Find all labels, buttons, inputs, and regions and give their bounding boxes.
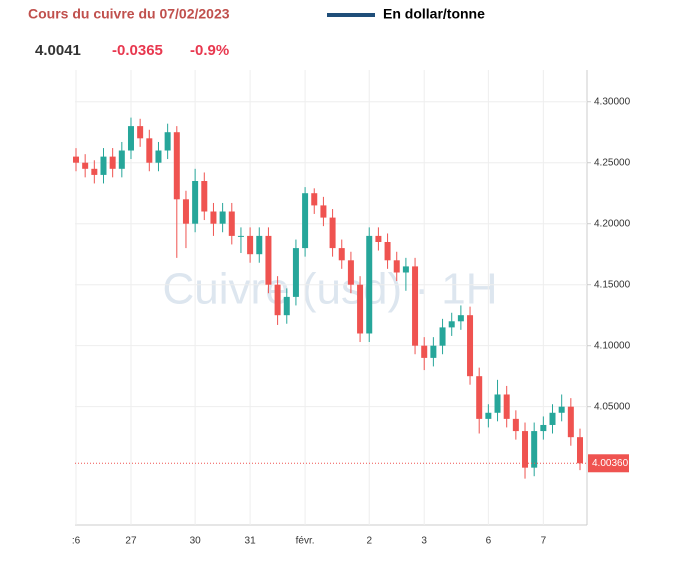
- candle-body: [448, 321, 455, 328]
- change-pct: -0.9%: [190, 42, 229, 59]
- x-tick-label: 6: [486, 536, 492, 547]
- candle-body: [311, 193, 318, 206]
- candle-body: [283, 296, 290, 316]
- x-tick-label: 2: [366, 536, 372, 547]
- x-tick-label: 3: [421, 536, 427, 547]
- candle-body: [457, 315, 464, 322]
- candle-body: [512, 418, 519, 432]
- candle-body: [192, 181, 199, 224]
- candle-body: [137, 126, 144, 139]
- chart-title: Cours du cuivre du 07/02/2023: [28, 6, 230, 22]
- candle-body: [219, 211, 226, 224]
- x-tick-label: 31: [245, 536, 257, 547]
- candle-body: [338, 248, 345, 261]
- candle-body: [274, 284, 281, 316]
- candle-body: [412, 266, 419, 346]
- candle-body: [100, 156, 107, 175]
- candle-body: [146, 138, 153, 163]
- candle-body: [210, 211, 217, 224]
- candle-body: [118, 150, 125, 169]
- candle-body: [531, 431, 538, 468]
- change: -0.0365: [112, 42, 163, 59]
- candle-body: [577, 437, 583, 464]
- candle-body: [366, 235, 373, 334]
- candle-body: [201, 181, 208, 212]
- y-tick-label: 4.30000: [594, 96, 631, 107]
- y-tick-label: 4.25000: [594, 157, 631, 168]
- candle-body: [476, 376, 483, 419]
- candle-body: [320, 205, 327, 218]
- candle-body: [357, 284, 364, 334]
- candle-body: [82, 162, 89, 169]
- candle-body: [522, 431, 529, 468]
- candle-body: [155, 150, 162, 163]
- candle-body: [109, 156, 116, 169]
- candle-body: [347, 260, 354, 285]
- y-tick-label: 4.20000: [594, 218, 631, 229]
- x-tick-label: 7: [541, 536, 547, 547]
- legend-label: En dollar/tonne: [383, 6, 485, 22]
- x-tick-label: 27: [125, 536, 137, 547]
- y-tick-label: 4.05000: [594, 401, 631, 412]
- x-tick-label: :6: [72, 536, 81, 547]
- current-price-label: 4.00360: [592, 458, 629, 469]
- current-price-badge: [588, 454, 629, 473]
- candle-body: [91, 168, 98, 175]
- candle-body: [439, 327, 446, 346]
- y-tick-label: 4.15000: [594, 279, 631, 290]
- candle-body: [247, 235, 254, 255]
- candle-body: [567, 406, 574, 438]
- candle-body: [329, 217, 336, 249]
- candle-body: [173, 132, 180, 200]
- candle-body: [549, 412, 556, 425]
- candle-body: [494, 394, 501, 413]
- candle-body: [127, 126, 134, 151]
- candle-body: [256, 235, 263, 255]
- candle-body: [384, 241, 391, 261]
- candle-body: [375, 235, 382, 242]
- candle-body: [402, 266, 409, 273]
- x-tick-label: 30: [190, 536, 202, 547]
- candle-body: [182, 199, 189, 224]
- x-tick-label: févr.: [296, 536, 315, 547]
- candle-body: [237, 235, 244, 237]
- candle-body: [558, 406, 565, 413]
- candle-body: [73, 156, 79, 163]
- candle-body: [393, 260, 400, 273]
- watermark: Cuivre (usd) · 1H: [163, 265, 498, 314]
- y-tick-label: 4.10000: [594, 340, 631, 351]
- candle-body: [302, 193, 309, 249]
- candle-body: [265, 235, 272, 285]
- candle-body: [467, 315, 474, 377]
- candle-body: [503, 394, 510, 419]
- candle-body: [421, 345, 428, 358]
- candle-body: [228, 211, 235, 236]
- candle-body: [430, 345, 437, 358]
- candle-body: [164, 132, 171, 151]
- candle-body: [485, 412, 492, 419]
- last-price: 4.0041: [35, 42, 81, 59]
- candle-body: [540, 424, 547, 432]
- candle-body: [292, 248, 299, 297]
